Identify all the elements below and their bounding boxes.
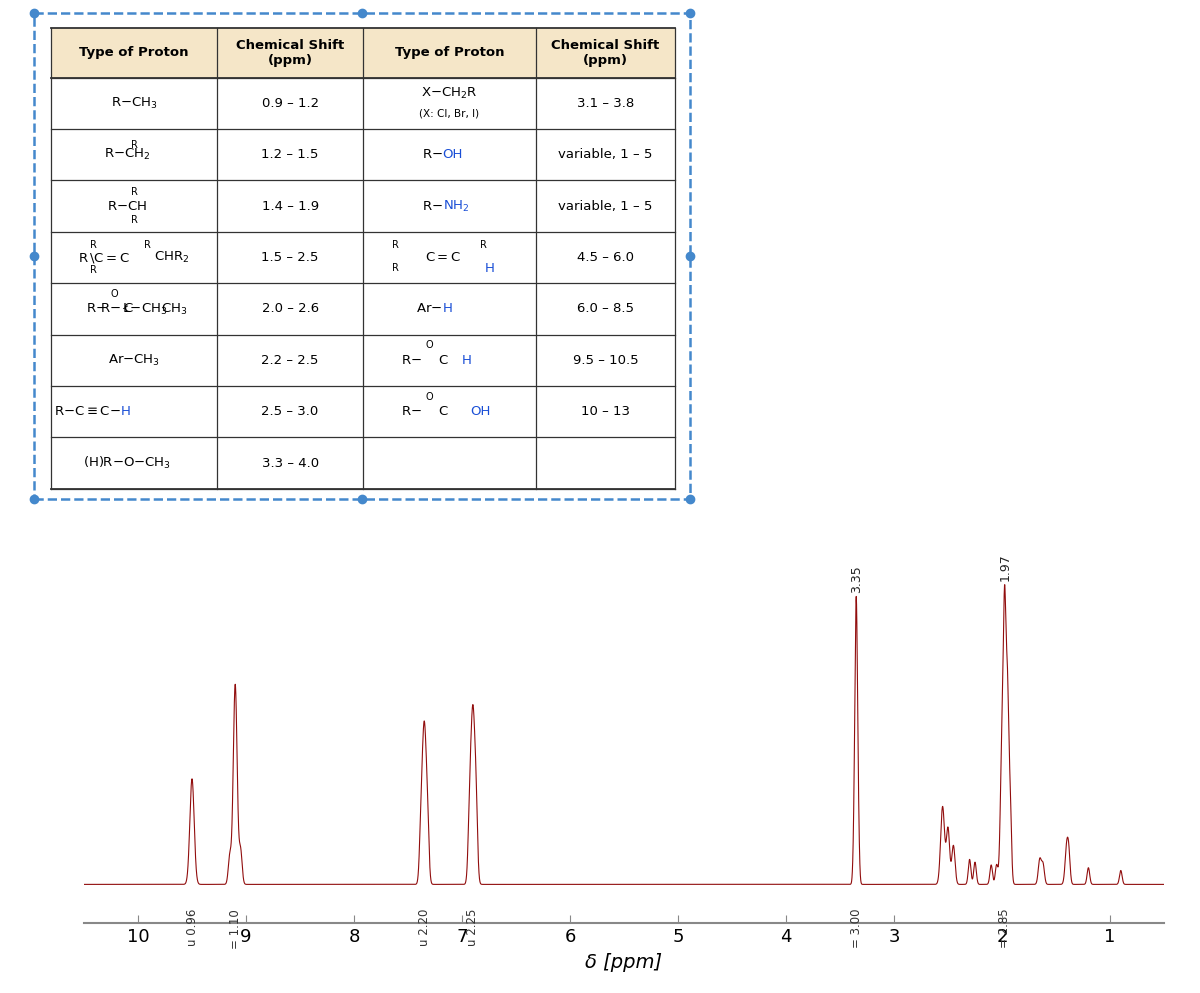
Text: O: O (110, 289, 118, 299)
Text: R$-$: R$-$ (421, 200, 443, 213)
Text: (X: Cl, Br, I): (X: Cl, Br, I) (419, 108, 480, 118)
Text: R$-$: R$-$ (402, 405, 422, 418)
Text: 4.5 – 6.0: 4.5 – 6.0 (577, 251, 634, 264)
Text: variable, 1 – 5: variable, 1 – 5 (558, 200, 653, 213)
Text: H: H (443, 303, 452, 316)
Text: 2.0 – 2.6: 2.0 – 2.6 (262, 303, 319, 316)
Text: X$-$CH$_2$R: X$-$CH$_2$R (421, 85, 478, 101)
Text: H: H (462, 354, 472, 366)
Text: R$-$CH: R$-$CH (107, 200, 148, 213)
Text: Type of Proton: Type of Proton (395, 46, 504, 60)
Text: 1.2 – 1.5: 1.2 – 1.5 (262, 148, 319, 161)
Text: NH$_2$: NH$_2$ (443, 199, 469, 213)
Text: R: R (391, 240, 398, 250)
Text: Type of Proton: Type of Proton (79, 46, 188, 60)
Text: R$-$CH$_2$: R$-$CH$_2$ (104, 147, 151, 162)
Text: 3.1 – 3.8: 3.1 – 3.8 (577, 97, 634, 110)
Text: (H)R$-$O$-$CH$_3$: (H)R$-$O$-$CH$_3$ (83, 455, 172, 472)
Text: u 2.20: u 2.20 (418, 909, 431, 946)
Text: OH: OH (443, 148, 463, 161)
Bar (52, 28, 674, 77)
Text: R: R (131, 187, 138, 198)
Text: R$-$CH$_3$: R$-$CH$_3$ (110, 96, 157, 111)
Text: 1.5 – 2.5: 1.5 – 2.5 (262, 251, 319, 264)
Text: C: C (438, 405, 448, 418)
Text: R$-$C$\equiv$C$-$: R$-$C$\equiv$C$-$ (54, 405, 121, 418)
Text: R: R (131, 140, 138, 150)
Text: OH: OH (469, 405, 490, 418)
Text: C: C (122, 303, 132, 316)
Text: R$-$: R$-$ (421, 148, 443, 161)
Text: variable, 1 – 5: variable, 1 – 5 (558, 148, 653, 161)
Text: 1.97: 1.97 (998, 554, 1012, 582)
Text: R: R (90, 265, 97, 275)
Text: 3.35: 3.35 (850, 565, 863, 593)
Text: R: R (391, 262, 398, 273)
Text: CHR$_2$: CHR$_2$ (154, 250, 190, 265)
Text: 2.5 – 3.0: 2.5 – 3.0 (262, 405, 319, 418)
Text: 2.2 – 2.5: 2.2 – 2.5 (262, 354, 319, 366)
Text: 6.0 – 8.5: 6.0 – 8.5 (577, 303, 634, 316)
Text: R: R (480, 240, 487, 250)
Text: Chemical Shift
(ppm): Chemical Shift (ppm) (236, 39, 344, 67)
Text: C$=$C: C$=$C (425, 251, 461, 264)
Text: Chemical Shift
(ppm): Chemical Shift (ppm) (551, 39, 660, 67)
FancyBboxPatch shape (34, 14, 690, 498)
Text: R$-$: R$-$ (402, 354, 422, 366)
Text: R: R (131, 215, 138, 225)
Text: 3.3 – 4.0: 3.3 – 4.0 (262, 457, 319, 470)
Text: O: O (425, 391, 433, 402)
Text: H: H (121, 405, 131, 418)
Text: O: O (425, 341, 433, 351)
Text: R: R (144, 240, 151, 250)
Text: R$\,\backslash$C$=$C: R$\,\backslash$C$=$C (78, 250, 130, 264)
Text: 0.9 – 1.2: 0.9 – 1.2 (262, 97, 319, 110)
Text: C: C (438, 354, 448, 366)
Text: = 3.00: = 3.00 (850, 909, 863, 948)
Text: CH$_3$: CH$_3$ (161, 302, 187, 317)
Text: u 0.96: u 0.96 (186, 909, 198, 946)
Text: = 1.10: = 1.10 (229, 909, 241, 948)
Text: R$-\,$Ł$-$CH$_3$: R$-\,$Ł$-$CH$_3$ (101, 302, 168, 317)
Text: 1.4 – 1.9: 1.4 – 1.9 (262, 200, 319, 213)
Text: H: H (485, 262, 496, 275)
Text: u 2.25: u 2.25 (467, 909, 479, 946)
Text: R$-$: R$-$ (86, 303, 107, 316)
Text: 10 – 13: 10 – 13 (581, 405, 630, 418)
X-axis label: δ [ppm]: δ [ppm] (586, 953, 662, 972)
Text: = 2.85: = 2.85 (998, 909, 1012, 948)
Text: R: R (90, 240, 97, 250)
Text: Ar$-$: Ar$-$ (416, 303, 443, 316)
Text: Ar$-$CH$_3$: Ar$-$CH$_3$ (108, 353, 161, 368)
Text: 9.5 – 10.5: 9.5 – 10.5 (572, 354, 638, 366)
